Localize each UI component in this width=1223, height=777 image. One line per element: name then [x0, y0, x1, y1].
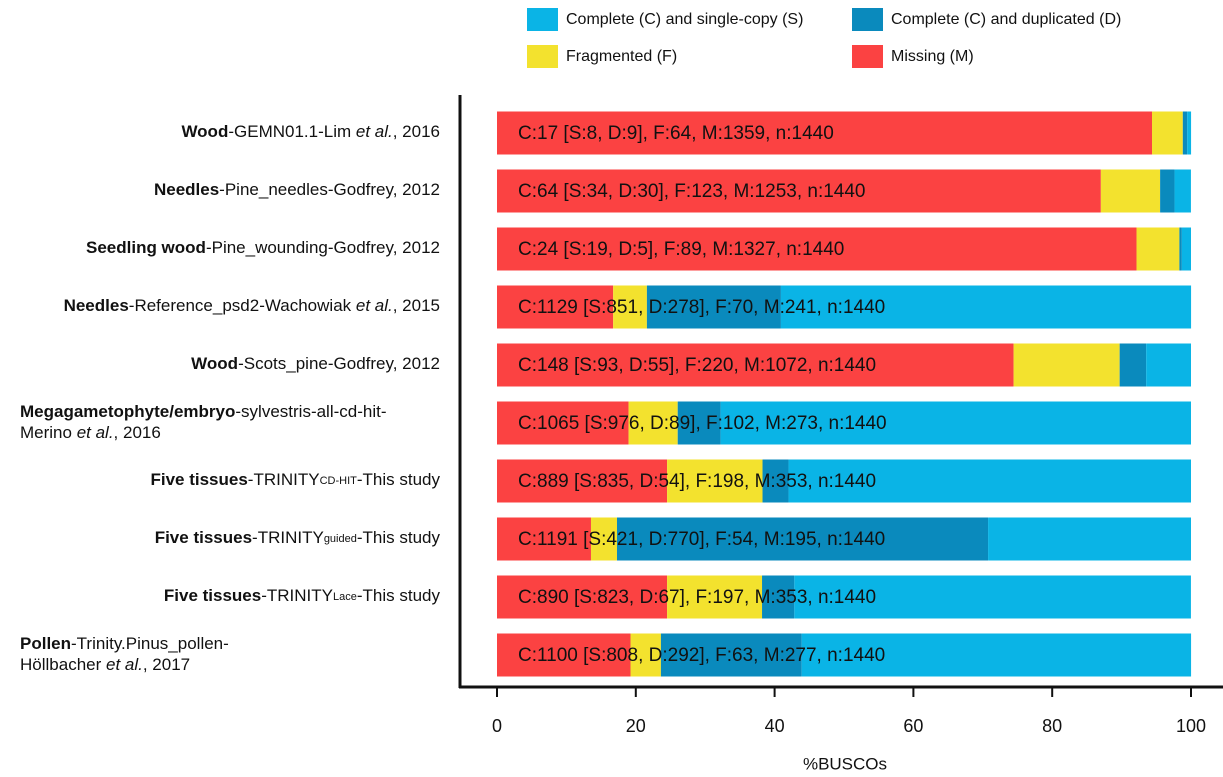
bar-label: C:1191 [S:421, D:770], F:54, M:195, n:14…: [518, 529, 885, 550]
bar-segment: [497, 227, 1137, 271]
x-tick-label: 0: [492, 716, 502, 736]
category-label: Five tissues-TRINITYLace-This study: [164, 586, 441, 605]
bar-segment: [497, 285, 614, 329]
bar-segment: [1181, 227, 1191, 271]
bar-segment: [1119, 343, 1147, 387]
bar-label: C:889 [S:835, D:54], F:198, M:353, n:144…: [518, 471, 876, 492]
bar-label: C:17 [S:8, D:9], F:64, M:1359, n:1440: [518, 123, 834, 144]
legend-swatch: [852, 45, 883, 68]
bar-segment: [780, 285, 1192, 329]
legend-label: Complete (C) and duplicated (D): [891, 11, 1121, 28]
bar-segment: [762, 575, 795, 619]
bar-segment: [628, 401, 678, 445]
bar-segment: [497, 111, 1152, 155]
legend-swatch: [852, 8, 883, 31]
bar-segment: [660, 633, 802, 677]
legend-swatch: [527, 45, 558, 68]
bar-segment: [788, 459, 1191, 503]
bar-segment: [1100, 169, 1161, 213]
category-label: Megagametophyte/embryo-sylvestris-all-cd…: [20, 402, 387, 442]
category-label: Needles-Reference_psd2-Wachowiak et al.,…: [64, 296, 440, 315]
bar-segment: [497, 459, 668, 503]
legend-label: Missing (M): [891, 48, 974, 65]
bar-segment: [1160, 169, 1175, 213]
bar-segment: [1151, 111, 1183, 155]
bar-segment: [1187, 111, 1192, 155]
bar-label: C:890 [S:823, D:67], F:197, M:353, n:144…: [518, 587, 876, 608]
bar-segment: [1136, 227, 1180, 271]
bar-label: C:64 [S:34, D:30], F:123, M:1253, n:1440: [518, 181, 866, 202]
bar-segment: [667, 575, 763, 619]
category-label: Seedling wood-Pine_wounding-Godfrey, 201…: [86, 238, 440, 257]
bar-segment: [794, 575, 1191, 619]
x-tick-label: 60: [903, 716, 923, 736]
bar-segment: [590, 517, 617, 561]
bar-segment: [497, 575, 668, 619]
bar-segment: [720, 401, 1191, 445]
legend-label: Complete (C) and single-copy (S): [566, 11, 803, 28]
bar-segment: [497, 633, 631, 677]
bar-segment: [1146, 343, 1191, 387]
legend-swatch: [527, 8, 558, 31]
category-label: Wood-Scots_pine-Godfrey, 2012: [191, 354, 440, 373]
legend-label: Fragmented (F): [566, 48, 677, 65]
bar-label: C:24 [S:19, D:5], F:89, M:1327, n:1440: [518, 239, 844, 260]
x-tick-label: 100: [1176, 716, 1206, 736]
bar-segment: [762, 459, 789, 503]
bar-segment: [801, 633, 1192, 677]
bar-label: C:1065 [S:976, D:89], F:102, M:273, n:14…: [518, 413, 887, 434]
bar-segment: [1182, 111, 1188, 155]
bar-segment: [1013, 343, 1120, 387]
bar-segment: [613, 285, 647, 329]
bar-segment: [677, 401, 721, 445]
bar-segment: [616, 517, 989, 561]
bar-segment: [1174, 169, 1191, 213]
category-label: Wood-GEMN01.1-Lim et al., 2016: [181, 122, 440, 141]
category-label: Five tissues-TRINITYCD-HIT-This study: [150, 470, 440, 489]
bar-segment: [497, 517, 591, 561]
bar-segment: [497, 169, 1101, 213]
bar-label: C:1129 [S:851, D:278], F:70, M:241, n:14…: [518, 297, 885, 318]
x-tick-label: 40: [765, 716, 785, 736]
x-tick-label: 80: [1042, 716, 1062, 736]
category-label: Pollen-Trinity.Pinus_pollen-Höllbacher e…: [20, 634, 229, 674]
bar-segment: [497, 401, 629, 445]
x-axis-title: %BUSCOs: [803, 754, 887, 773]
bar-label: C:148 [S:93, D:55], F:220, M:1072, n:144…: [518, 355, 876, 376]
bar-segment: [1179, 227, 1182, 271]
bar-label: C:1100 [S:808, D:292], F:63, M:277, n:14…: [518, 645, 885, 666]
bar-segment: [630, 633, 661, 677]
category-label: Needles-Pine_needles-Godfrey, 2012: [154, 180, 440, 199]
bar-segment: [646, 285, 781, 329]
category-label: Five tissues-TRINITYguided-This study: [155, 528, 441, 547]
bar-segment: [497, 343, 1014, 387]
bar-segment: [988, 517, 1191, 561]
bar-segment: [667, 459, 763, 503]
x-tick-label: 20: [626, 716, 646, 736]
